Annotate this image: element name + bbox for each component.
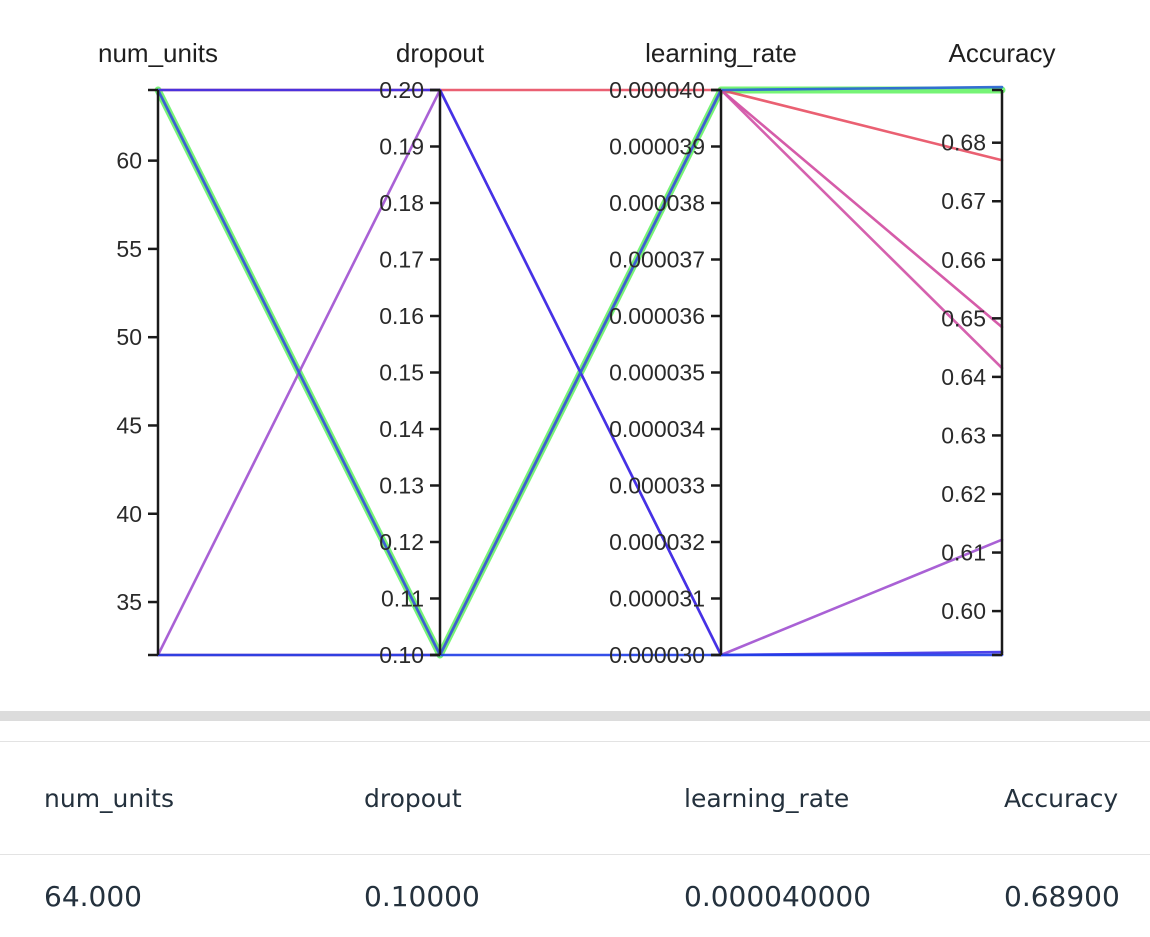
cell-accuracy: 0.68900 xyxy=(1004,879,1120,913)
column-header-dropout[interactable]: dropout xyxy=(364,783,462,813)
column-header-num-units[interactable]: num_units xyxy=(44,783,175,813)
tick-label: 0.14 xyxy=(379,416,424,442)
tick-label: 0.20 xyxy=(379,77,424,103)
axis-accuracy: Accuracy 0.60 0.61 0.62 0.63 0.64 0.65 0.66 0.67… xyxy=(941,38,1056,657)
axis-title-accuracy[interactable]: Accuracy xyxy=(949,38,1056,68)
tick-label: 0.18 xyxy=(379,190,424,216)
cell-learning-rate: 0.000040000 xyxy=(684,879,872,913)
axis-title-learning-rate[interactable]: learning_rate xyxy=(645,38,797,68)
tick-label: 0.11 xyxy=(381,586,424,612)
tick-label: 0.000034 xyxy=(609,416,705,442)
tick-label: 0.63 xyxy=(941,422,986,448)
tick-label: 0.000032 xyxy=(609,529,705,555)
tick-label: 0.15 xyxy=(379,360,424,386)
table-header-row: num_units dropout learning_rate Accuracy xyxy=(0,742,1150,855)
tick-label: 0.17 xyxy=(379,247,424,273)
tick-label: 35 xyxy=(116,589,142,615)
parallel-coordinates-chart: num_units 35 40 45 50 55 60 dropout 0.10 0.11 0.12… xyxy=(98,38,1056,668)
axis-title-dropout[interactable]: dropout xyxy=(396,38,485,68)
tick-label: 0.61 xyxy=(941,540,986,566)
tick-label: 0.000035 xyxy=(609,360,705,386)
axis-title-num-units[interactable]: num_units xyxy=(98,38,218,68)
tick-label: 0.65 xyxy=(941,305,986,331)
tick-label: 60 xyxy=(116,148,142,174)
series-lines xyxy=(154,85,1006,659)
tick-label: 0.000036 xyxy=(609,303,705,329)
tick-label: 0.62 xyxy=(941,481,986,507)
axis-dropout: dropout 0.10 0.11 0.12 0.13 0.14 0.15 0.16 0.17 0… xyxy=(379,38,485,668)
tick-label: 0.10 xyxy=(379,642,424,668)
series-line-2[interactable] xyxy=(156,88,1004,162)
axis-num-units: num_units 35 40 45 50 55 60 xyxy=(98,38,218,657)
tick-label: 0.000031 xyxy=(609,586,705,612)
tick-label: 0.16 xyxy=(379,303,424,329)
tick-label: 0.000040 xyxy=(609,77,705,103)
tick-label: 0.000037 xyxy=(609,247,705,273)
tick-label: 0.13 xyxy=(379,473,424,499)
column-header-accuracy[interactable]: Accuracy xyxy=(1004,783,1119,813)
tick-label: 0.60 xyxy=(941,598,986,624)
tick-label: 50 xyxy=(116,324,142,350)
tick-label: 0.000039 xyxy=(609,134,705,160)
tick-label: 0.000033 xyxy=(609,473,705,499)
series-line-8[interactable] xyxy=(156,85,1004,657)
table-row[interactable]: 64.000 0.10000 0.000040000 0.68900 xyxy=(0,855,1150,937)
tick-label: 40 xyxy=(116,501,142,527)
tick-label: 0.67 xyxy=(941,188,986,214)
tick-label: 0.000038 xyxy=(609,190,705,216)
column-header-learning-rate[interactable]: learning_rate xyxy=(684,783,850,813)
tick-label: 55 xyxy=(116,236,142,262)
tick-label: 45 xyxy=(116,412,142,438)
tick-label: 0.000030 xyxy=(609,642,705,668)
tick-label: 0.66 xyxy=(941,247,986,273)
cell-dropout: 0.10000 xyxy=(364,879,480,913)
tick-label: 0.64 xyxy=(941,364,986,390)
tick-label: 0.19 xyxy=(379,134,424,160)
cell-num-units: 64.000 xyxy=(44,879,142,913)
tick-label: 0.68 xyxy=(941,130,986,156)
resize-divider[interactable] xyxy=(0,711,1150,721)
results-table: num_units dropout learning_rate Accuracy… xyxy=(0,741,1150,937)
tick-label: 0.12 xyxy=(379,529,424,555)
axis-learning-rate: learning_rate 0.000030 0.000031 0.000032 0.0… xyxy=(609,38,797,668)
